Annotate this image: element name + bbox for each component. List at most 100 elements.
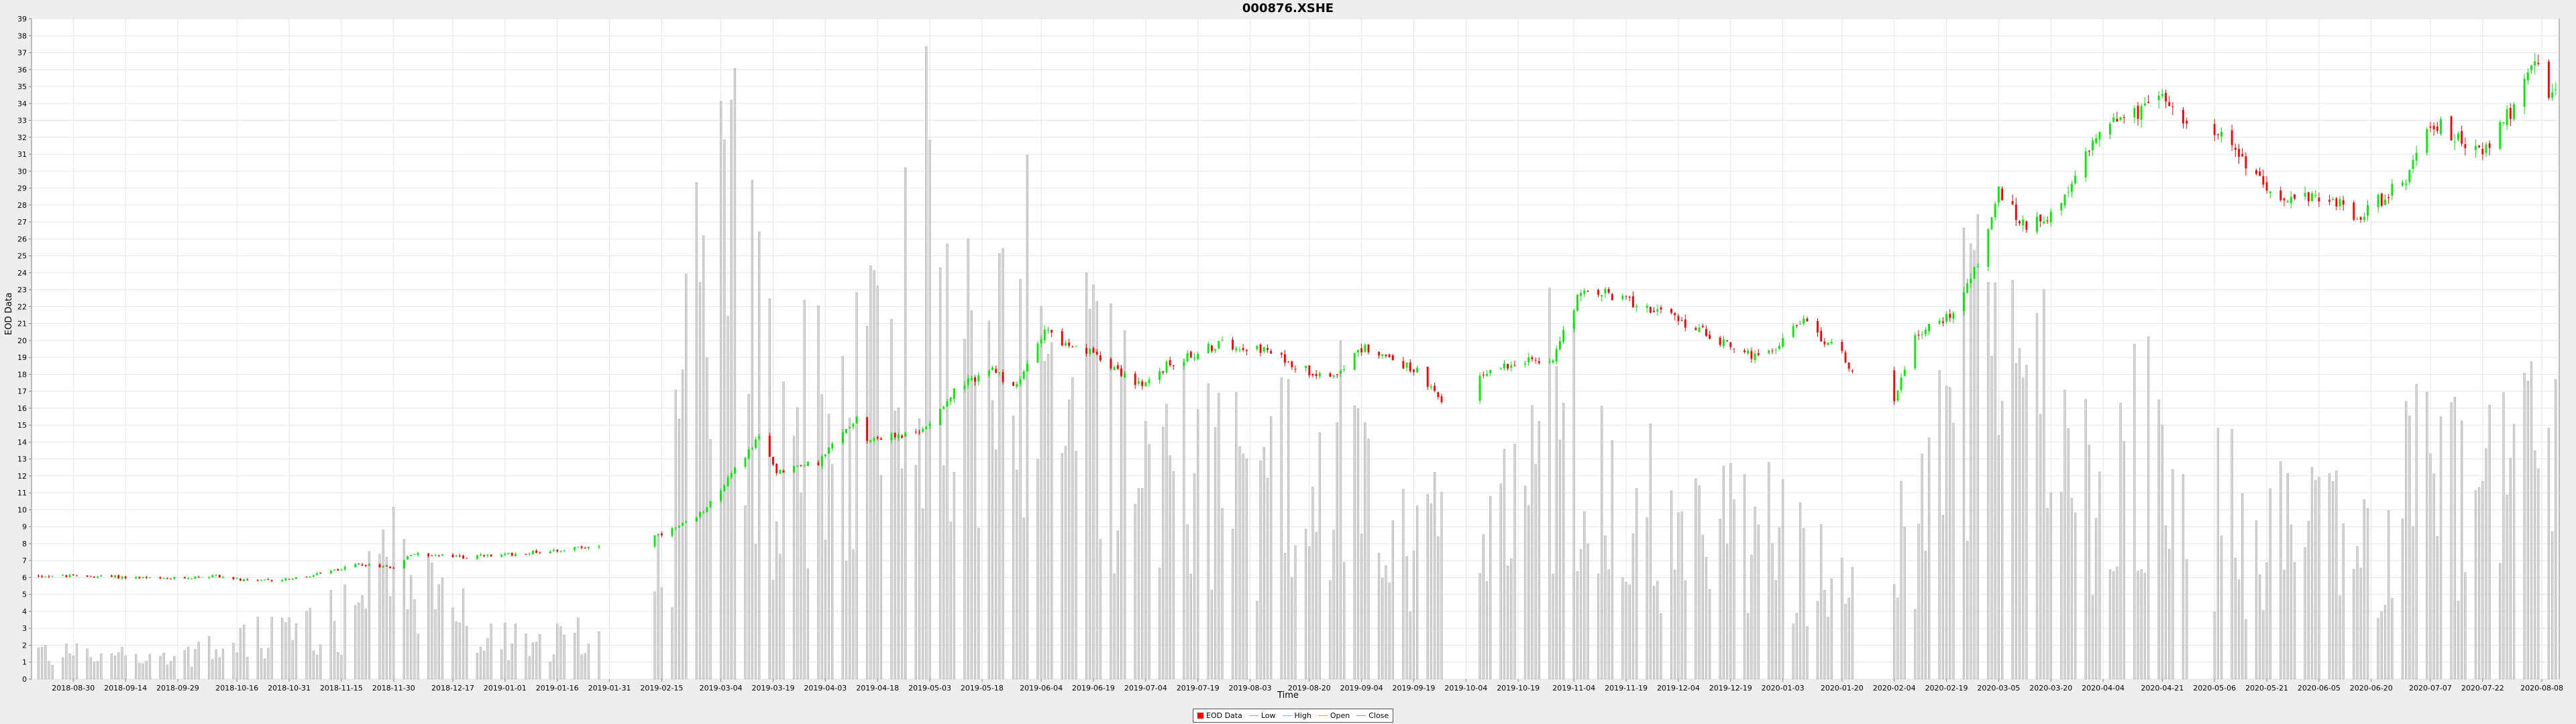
y-tick-label: 23 — [17, 286, 27, 294]
volume-bar — [2353, 568, 2355, 680]
volume-bar — [1231, 529, 1234, 680]
candle-body — [1061, 330, 1063, 346]
candle-body — [2405, 183, 2408, 185]
volume-bar — [260, 648, 263, 680]
volume-bar — [1611, 440, 1613, 680]
volume-bar — [1012, 416, 1015, 680]
volume-bar — [1750, 554, 1753, 680]
volume-bar — [2022, 377, 2025, 680]
volume-bar — [490, 623, 492, 680]
volume-bar — [1256, 601, 1258, 680]
volume-bar — [1385, 565, 1387, 680]
candle-body — [1141, 381, 1144, 386]
x-tick-label: 2019-11-04 — [1552, 684, 1595, 692]
candle-body — [772, 457, 774, 465]
volume-bar — [1680, 511, 1683, 680]
volume-bar — [124, 656, 127, 680]
y-tick-label: 13 — [17, 455, 27, 464]
candle-body — [1036, 343, 1039, 363]
candle-body — [1628, 296, 1631, 298]
volume-bar — [62, 657, 64, 680]
volume-bar — [1771, 543, 1774, 680]
volume-bar — [1067, 400, 1071, 680]
y-tick-label: 1 — [22, 658, 27, 667]
volume-bar — [1652, 585, 1656, 680]
candle-body — [730, 473, 733, 478]
candle-body — [197, 577, 200, 578]
volume-bar — [2116, 566, 2118, 680]
volume-bar — [1656, 581, 1659, 680]
candle-body — [1768, 350, 1770, 354]
volume-bar — [1579, 549, 1582, 680]
candle-body — [2304, 192, 2306, 197]
candle-body — [1479, 375, 1481, 401]
candle-body — [117, 575, 120, 579]
volume-bar — [48, 661, 50, 680]
legend-label-eod: EOD Data — [1206, 711, 1242, 720]
volume-bar — [1781, 479, 1784, 680]
x-axis: 2018-08-30 2018-09-14 2018-09-29 2018-10-16… — [52, 679, 2563, 692]
y-tick-label: 32 — [17, 133, 27, 142]
candle-body — [462, 555, 464, 559]
volume-bar — [2262, 610, 2265, 680]
volume-bar — [1893, 584, 1896, 680]
candle-body — [1068, 343, 1071, 346]
candle-body — [587, 546, 590, 548]
candle-body — [2485, 144, 2487, 153]
volume-bar — [221, 648, 225, 680]
candle-body — [2294, 194, 2296, 199]
candle-body — [1207, 344, 1210, 353]
candle-body — [382, 565, 384, 568]
volume-bar — [110, 653, 113, 680]
x-tick-label: 2019-12-04 — [1657, 684, 1700, 692]
candle-body — [1754, 353, 1756, 360]
volume-bar — [876, 286, 879, 680]
candle-body — [2318, 197, 2320, 202]
volume-bar — [531, 642, 535, 680]
volume-bar — [1280, 377, 1283, 680]
x-tick-label: 2019-06-04 — [1020, 684, 1063, 692]
y-tick-label: 27 — [17, 218, 27, 227]
candle-body — [76, 575, 78, 577]
volume-bar — [1649, 424, 1652, 680]
x-tick-label: 2019-06-19 — [1072, 684, 1115, 692]
volume-bar — [1193, 473, 1196, 680]
volume-bar — [2060, 491, 2063, 680]
x-tick-label: 2019-01-01 — [484, 684, 527, 692]
candle-body — [1099, 355, 1102, 361]
candle-body — [500, 554, 503, 557]
volume-bar — [865, 326, 869, 680]
candle-body — [828, 447, 830, 454]
candle-body — [2143, 103, 2146, 106]
volume-bar — [2290, 524, 2293, 680]
volume-bar — [1900, 481, 1902, 680]
volume-bar — [455, 621, 458, 680]
candle-body — [2440, 119, 2442, 134]
y-tick-label: 28 — [17, 201, 27, 210]
volume-bar — [831, 464, 834, 680]
volume-bar — [897, 408, 900, 680]
volume-bar — [1506, 565, 1509, 680]
candle-body — [709, 501, 712, 507]
volume-bar — [162, 652, 165, 680]
candle-body — [1353, 353, 1356, 370]
volume-bar — [333, 621, 336, 680]
candle-body — [939, 409, 942, 426]
volume-bar — [507, 660, 510, 680]
volume-bar — [824, 540, 827, 680]
volume-bar — [1388, 583, 1391, 680]
volume-bar — [309, 608, 311, 680]
candle-body — [831, 443, 834, 448]
candle-body — [1270, 351, 1273, 354]
volume-bar — [1601, 406, 1603, 680]
volume-bar — [525, 634, 527, 680]
volume-bar — [2234, 558, 2237, 680]
candle-body — [218, 575, 221, 578]
volume-bar — [2304, 547, 2306, 680]
volume-bar — [674, 389, 677, 680]
x-tick-label: 2020-01-20 — [1821, 684, 1864, 692]
volume-bar — [855, 292, 858, 680]
y-tick-label: 3 — [22, 624, 27, 633]
y-tick-label: 20 — [17, 337, 27, 345]
volume-bar — [1513, 444, 1516, 680]
